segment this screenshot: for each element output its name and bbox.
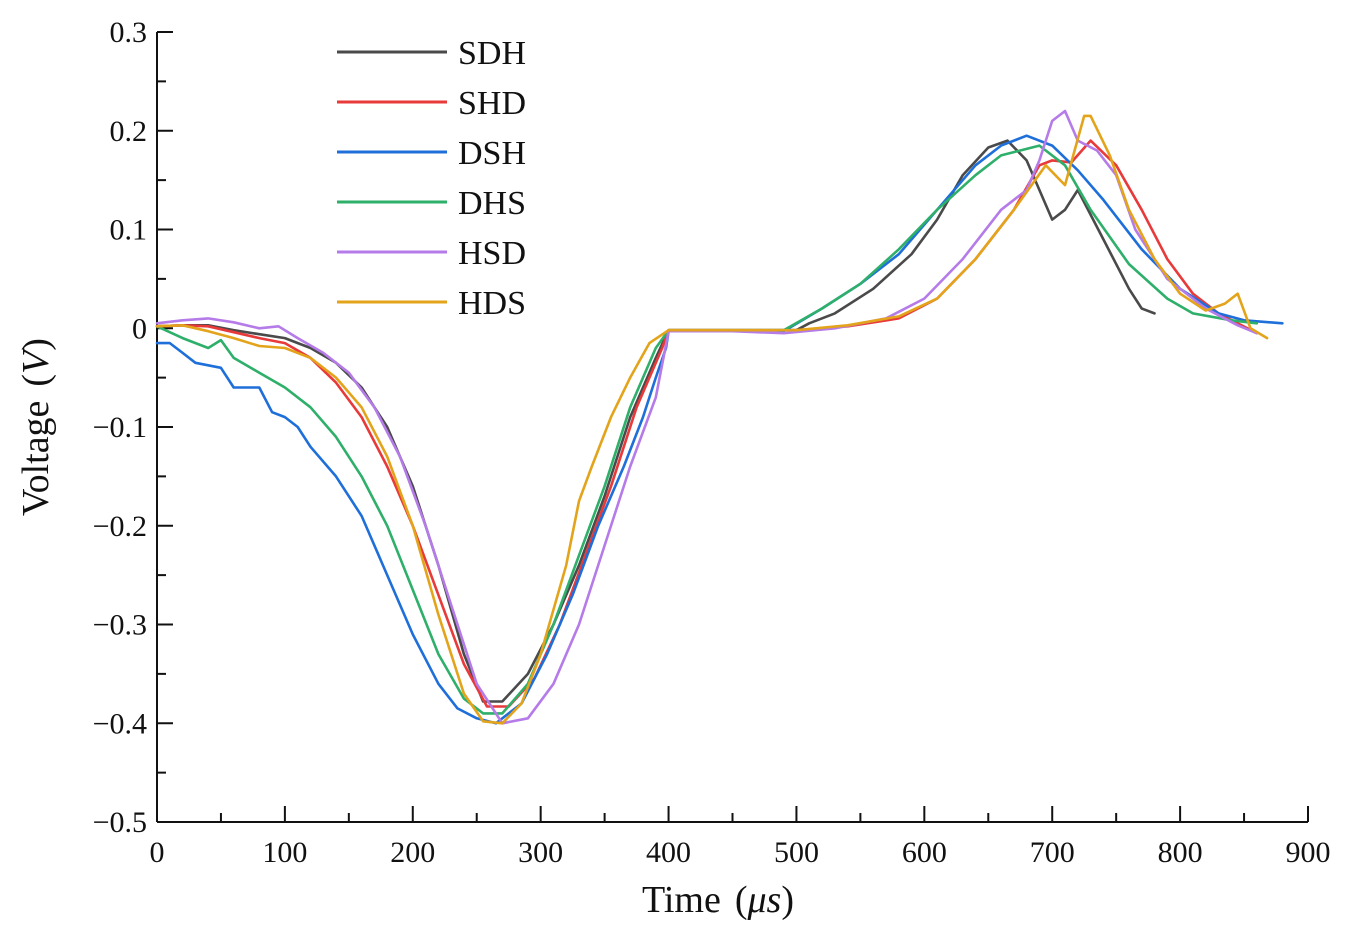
y-tick-label: 0.1: [110, 214, 148, 247]
y-tick-label: −0.2: [93, 510, 147, 543]
x-tick-label: 100: [262, 836, 307, 869]
y-tick-label: 0.2: [110, 115, 148, 148]
y-tick-label: −0.5: [93, 806, 147, 839]
axes: [156, 32, 1308, 823]
x-axis-unit-open: (: [735, 879, 748, 921]
x-tick-label: 500: [774, 836, 819, 869]
y-axis-title: Voltage (V): [15, 338, 57, 516]
x-tick-label: 0: [150, 836, 165, 869]
x-axis-title-text: Time: [642, 879, 721, 921]
x-axis-title: Time (μs): [642, 879, 794, 921]
series-lines: [155, 109, 1284, 725]
x-axis-unit: μs: [746, 879, 781, 921]
legend-label-hsd: HSD: [458, 235, 526, 272]
x-tick-label: 700: [1030, 836, 1075, 869]
x-tick-label: 400: [646, 836, 691, 869]
tick-labels: 0 100 200 300 400 500 600 700 800 900 −0.5 −0.4 −0.3…: [93, 16, 1331, 869]
series-line-dhs: [155, 144, 1259, 715]
y-axis-unit-close: ): [15, 338, 57, 351]
y-tick-label: 0: [132, 312, 147, 345]
x-tick-label: 600: [902, 836, 947, 869]
x-axis-unit-close: ): [781, 879, 794, 921]
legend-label-dhs: DHS: [458, 185, 526, 222]
series-line-hds: [155, 114, 1269, 725]
legend-label-sdh: SDH: [458, 35, 526, 72]
ticks: [156, 31, 1309, 823]
series-line-sdh: [155, 139, 1156, 703]
y-axis-title-text: Voltage: [15, 401, 57, 516]
y-axis-unit: V: [15, 347, 57, 374]
x-tick-label: 800: [1158, 836, 1203, 869]
legend-label-dsh: DSH: [458, 135, 526, 172]
y-tick-label: 0.3: [110, 16, 148, 49]
series-line-hsd: [155, 109, 1259, 725]
legend-label-hds: HDS: [458, 285, 526, 322]
series-line-dsh: [155, 134, 1284, 725]
x-tick-label: 300: [518, 836, 563, 869]
legend: SDH SHD DSH DHS HSD HDS: [337, 35, 526, 322]
x-tick-label: 900: [1286, 836, 1331, 869]
x-tick-label: 200: [390, 836, 435, 869]
y-tick-label: −0.4: [93, 707, 147, 740]
y-axis-unit-open: (: [15, 374, 57, 387]
y-tick-label: −0.1: [93, 411, 147, 444]
series-line-shd: [155, 139, 1259, 708]
legend-label-shd: SHD: [458, 85, 526, 122]
y-tick-label: −0.3: [93, 609, 147, 642]
